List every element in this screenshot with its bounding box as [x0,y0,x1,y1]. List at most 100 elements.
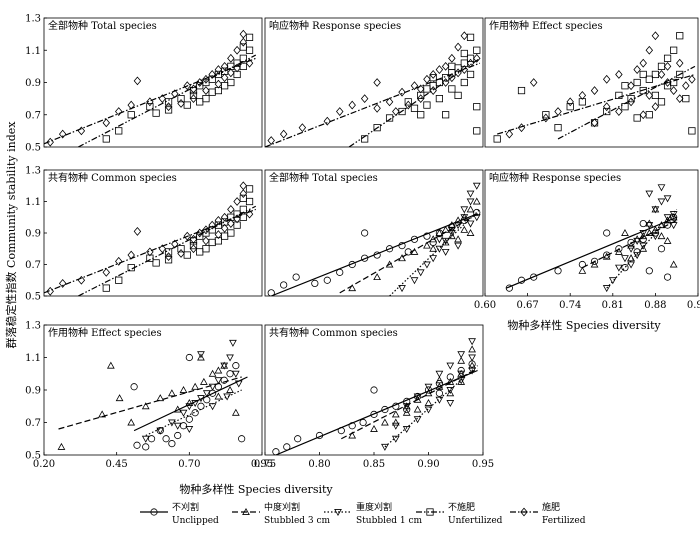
data-point-square [645,75,653,83]
y-tick-label: 1.3 [25,14,41,25]
data-point-triangle-up [106,361,115,369]
data-point-diamond [657,70,666,79]
data-point-diamond [651,102,660,112]
data-point-triangle-up [663,236,672,244]
panel-frame [484,169,699,297]
data-point-diamond [682,81,690,91]
data-point-circle [621,264,629,272]
data-point-square [221,218,229,226]
data-point-diamond [639,58,647,68]
data-point-triangle-down [231,370,240,378]
data-point-circle [645,267,653,275]
data-point-circle [403,405,411,414]
data-point-circle [323,276,331,284]
panel-frame [43,17,263,148]
data-point-circle [423,232,431,240]
data-point-circle [457,366,465,375]
data-point-triangle-down [633,252,642,260]
y-tick-label: 1.1 [25,46,41,57]
data-point-square [233,221,241,229]
data-point-diamond [392,107,400,116]
data-point-triangle-up [669,260,678,268]
data-point-triangle-down [223,393,231,401]
series-triangle-down [381,338,478,451]
data-point-diamond [578,90,587,100]
data-point-triangle-up [348,284,357,292]
series-square [77,185,257,296]
data-point-square [102,284,110,292]
data-point-diamond [233,214,241,224]
data-point-triangle-up [413,405,422,413]
data-point-square [202,95,210,103]
data-point-diamond [220,223,229,233]
data-point-diamond [214,230,223,239]
data-point-triangle-down [413,393,422,401]
data-point-triangle-up [454,235,462,243]
data-point-triangle-up [402,408,411,416]
x-tick-label: 0.45 [106,459,128,470]
data-point-diamond [663,61,672,71]
data-point-square [183,101,191,109]
data-point-triangle-up [669,213,678,221]
data-point-diamond [602,74,611,84]
data-point-triangle-down [468,367,476,375]
data-point-square [466,33,475,41]
series-square [77,33,257,147]
data-point-triangle-down [472,182,481,190]
data-point-circle [191,409,199,417]
series-triangle-up [57,353,242,450]
data-point-triangle-down [168,419,176,427]
data-point-triangle-down [457,351,466,359]
data-point-triangle-down [208,403,217,411]
x-tick-label: 0.90 [417,459,439,470]
data-point-triangle-up [208,369,217,377]
data-point-square [621,103,629,111]
trend-line-triangle-up [339,212,481,294]
data-point-circle [603,251,611,259]
panel-title: 全部物种 Total species [269,171,378,184]
panel-plot-area [265,31,481,147]
data-point-triangle-up [391,410,400,418]
data-point-square [554,124,562,132]
x-tick-label: 0.88 [644,300,666,311]
data-point-circle [267,289,275,296]
data-point-diamond [676,94,684,104]
data-point-triangle-up [590,260,599,268]
data-point-triangle-down [639,230,648,238]
data-point-circle [663,273,672,281]
data-point-square [404,98,412,106]
data-point-diamond [542,113,550,123]
panel-plot-area [267,182,481,296]
data-point-square [152,259,160,267]
data-point-circle [370,386,378,394]
data-point-triangle-down [214,377,223,385]
data-point-diamond [429,70,437,79]
data-point-triangle-up [663,216,672,224]
data-point-circle [633,248,641,256]
data-point-circle [435,389,443,397]
data-point-diamond [651,31,660,41]
data-point-triangle-down [454,222,462,230]
data-point-diamond [233,63,241,73]
data-point-triangle-down [460,214,469,222]
data-point-circle [370,410,378,418]
data-point-square [245,185,254,193]
panel-frame [264,169,484,297]
x-tick-label: 0.60 [474,300,496,311]
x-tick-label: 0.85 [363,459,385,470]
panel-plot-area [493,31,696,143]
data-point-triangle-up [413,395,422,403]
data-point-triangle-down [435,245,444,253]
data-point-circle [639,219,647,228]
data-point-diamond [220,61,229,71]
data-point-diamond [639,110,647,120]
data-point-square [448,62,456,70]
data-point-triangle-down [621,255,629,263]
data-point-diamond [115,107,123,116]
data-point-triangle-down [645,190,654,198]
trend-line-circle [506,216,677,289]
y-tick-label: 1.3 [25,321,41,332]
data-point-diamond [448,73,456,83]
series-circle [272,360,478,455]
data-point-square [177,245,185,253]
